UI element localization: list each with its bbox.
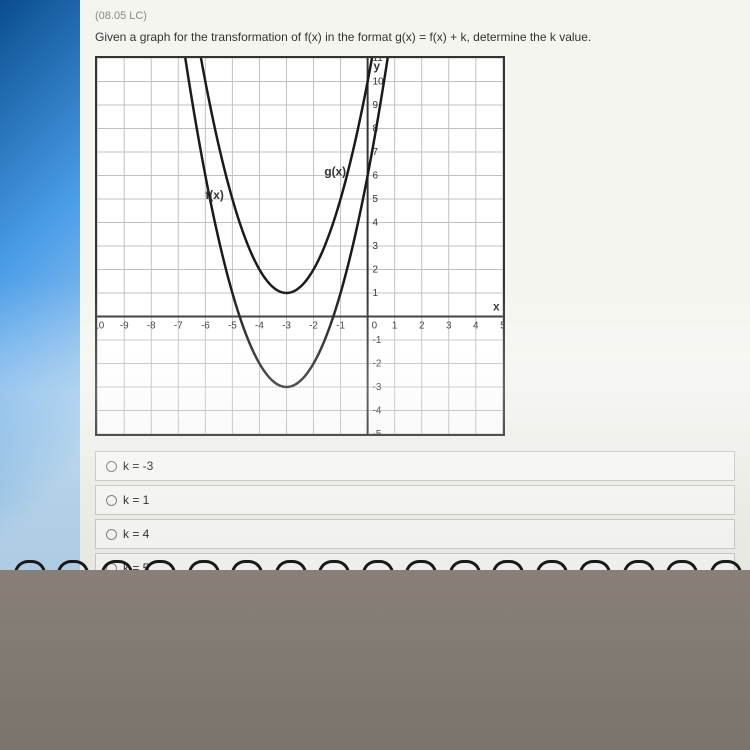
option-label: k = 4 — [123, 527, 149, 541]
svg-text:-3: -3 — [373, 382, 382, 393]
svg-text:-8: -8 — [147, 320, 156, 331]
question-text: Given a graph for the transformation of … — [95, 30, 735, 44]
svg-text:x: x — [493, 300, 500, 314]
svg-text:3: 3 — [373, 241, 379, 252]
svg-text:-4: -4 — [373, 405, 382, 416]
option-label: k = -3 — [123, 459, 153, 473]
svg-text:-1: -1 — [373, 335, 382, 346]
svg-text:2: 2 — [419, 320, 424, 331]
chart-svg: -10 -9 -8 -7 -6 -5 -4 -3 -2 -1 1 2 3 4 5 -5 -4 -3 -2 -1 1 2 3 4… — [97, 58, 503, 434]
desktop-background — [0, 0, 80, 600]
svg-text:f(x): f(x) — [205, 188, 223, 202]
svg-text:2: 2 — [373, 264, 379, 275]
svg-text:g(x): g(x) — [324, 165, 346, 179]
svg-text:-9: -9 — [120, 320, 129, 331]
question-panel: (08.05 LC) Given a graph for the transfo… — [80, 0, 750, 600]
svg-text:-10: -10 — [97, 320, 105, 331]
option-b[interactable]: k = 1 — [95, 485, 735, 515]
svg-text:4: 4 — [473, 320, 479, 331]
svg-text:-1: -1 — [336, 320, 345, 331]
svg-text:-7: -7 — [174, 320, 183, 331]
svg-text:0: 0 — [372, 320, 378, 331]
option-c[interactable]: k = 4 — [95, 519, 735, 549]
svg-text:-2: -2 — [373, 358, 382, 369]
svg-text:5: 5 — [500, 320, 503, 331]
svg-text:-3: -3 — [282, 320, 291, 331]
svg-text:-6: -6 — [201, 320, 210, 331]
option-a[interactable]: k = -3 — [95, 451, 735, 481]
svg-text:-2: -2 — [309, 320, 318, 331]
svg-text:-5: -5 — [228, 320, 237, 331]
option-label: k = 1 — [123, 493, 149, 507]
svg-text:y: y — [374, 59, 381, 73]
question-code: (08.05 LC) — [95, 10, 735, 22]
radio-icon — [106, 495, 117, 506]
notebook-cover — [0, 570, 750, 750]
svg-text:5: 5 — [373, 194, 379, 205]
svg-text:-5: -5 — [373, 429, 382, 434]
transformation-chart: -10 -9 -8 -7 -6 -5 -4 -3 -2 -1 1 2 3 4 5 -5 -4 -3 -2 -1 1 2 3 4… — [95, 56, 505, 436]
radio-icon — [106, 461, 117, 472]
svg-text:4: 4 — [373, 217, 379, 228]
svg-text:9: 9 — [373, 100, 379, 111]
svg-text:3: 3 — [446, 320, 452, 331]
svg-text:1: 1 — [373, 288, 379, 299]
svg-text:6: 6 — [373, 170, 379, 181]
radio-icon — [106, 529, 117, 540]
svg-text:1: 1 — [392, 320, 398, 331]
svg-text:-4: -4 — [255, 320, 264, 331]
